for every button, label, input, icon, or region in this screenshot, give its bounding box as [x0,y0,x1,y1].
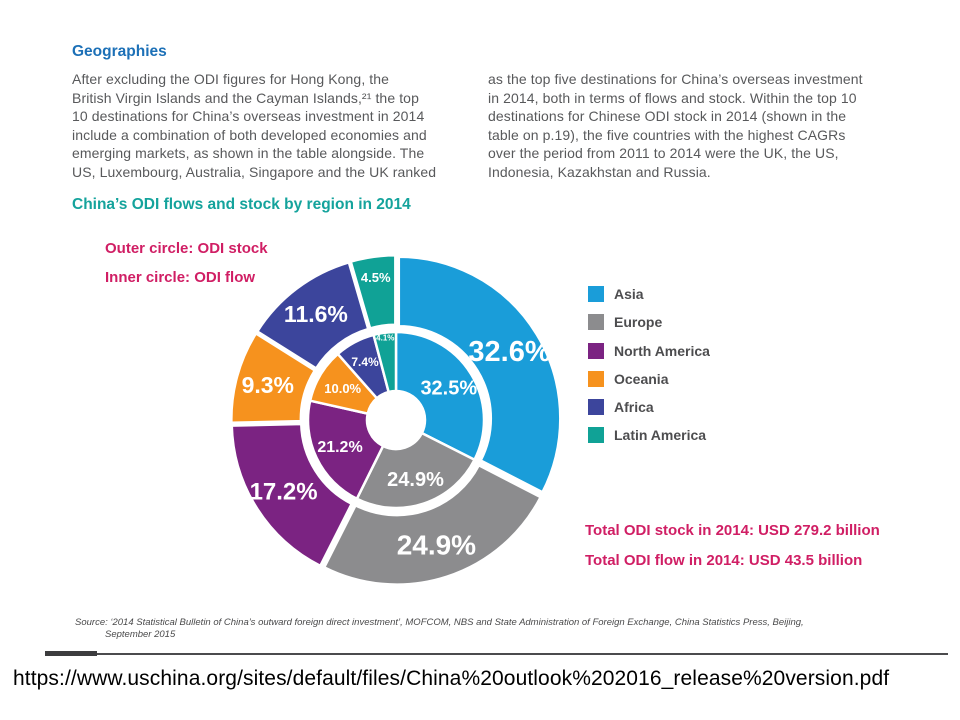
flow-label-asia: 32.5% [420,378,477,400]
legend-swatch-europe [588,314,604,331]
flow-label-europe: 24.9% [387,469,444,491]
source-line-2: September 2015 [105,629,176,640]
flow-label-oceania: 10.0% [324,381,361,396]
total-odi-stock: Total ODI stock in 2014: USD 279.2 billi… [585,522,880,539]
legend-item-asia: Asia [588,286,710,302]
stock-label-asia: 32.6% [468,336,550,368]
stock-label-north-america: 17.2% [250,478,318,505]
flow-slice-africa [336,333,390,400]
legend-item-oceania: Oceania [588,370,710,387]
legend-label-north-america: North America [614,342,710,359]
flow-slice-latin-america [372,330,398,394]
legend-label-latin-america: Latin America [614,427,707,444]
donut-center-hole [366,390,426,450]
legend-swatch-asia [588,286,604,302]
stock-slice-north-america [230,422,354,568]
stock-slice-asia [397,254,562,495]
legend-item-north-america: North America [588,342,710,359]
legend-swatch-oceania [588,370,604,387]
stock-label-europe: 24.9% [397,529,476,560]
stock-slice-europe [322,463,543,587]
flow-slice-europe [355,431,476,510]
legend-item-latin-america: Latin America [588,427,710,444]
total-odi-flow: Total ODI flow in 2014: USD 43.5 billion [585,552,863,569]
legend-label-oceania: Oceania [614,370,669,387]
pdf-slide: Geographies After excluding the ODI figu… [45,43,948,656]
paragraph-right-column: as the top five destinations for China’s… [488,71,863,180]
legend-swatch-africa [588,399,604,416]
stock-slice-oceania [229,331,317,425]
stock-label-latin-america: 4.5% [361,270,391,285]
legend-label-europe: Europe [614,314,663,331]
divider-left-nub [45,651,97,656]
flow-label-africa: 7.4% [351,355,379,369]
legend-label-africa: Africa [614,399,654,416]
outer-circle-annotation: Outer circle: ODI stock [105,240,268,257]
stock-slice-latin-america [348,253,398,331]
section-heading: Geographies [72,43,167,60]
flow-slice-oceania [308,352,379,415]
flow-slice-north-america [306,399,385,501]
legend-item-africa: Africa [588,399,710,416]
legend-swatch-latin-america [588,427,604,444]
inner-circle-annotation: Inner circle: ODI flow [105,269,256,286]
chart-legend: Asia Europe North America Oceania Africa… [588,286,710,456]
pdf-url-caption: https://www.uschina.org/sites/default/fi… [13,667,890,690]
legend-label-asia: Asia [614,286,644,302]
bottom-divider-line [45,653,948,655]
source-note: Source: ‘2014 Statistical Bulletin of Ch… [75,617,835,641]
source-line-1: Source: ‘2014 Statistical Bulletin of Ch… [75,617,804,628]
paragraph-left-column: After excluding the ODI figures for Hong… [72,71,437,180]
stock-label-africa: 11.6% [284,301,348,327]
stock-label-oceania: 9.3% [242,372,294,398]
chart-title: China’s ODI flows and stock by region in… [72,196,411,213]
totals-block: Total ODI stock in 2014: USD 279.2 billi… [585,522,880,582]
legend-item-europe: Europe [588,314,710,331]
flow-slice-asia [394,330,486,462]
stock-slice-africa [255,260,371,371]
flow-label-north-america: 21.2% [317,439,362,456]
legend-swatch-north-america [588,342,604,359]
flow-label-latin-america: 4.1% [376,334,394,343]
